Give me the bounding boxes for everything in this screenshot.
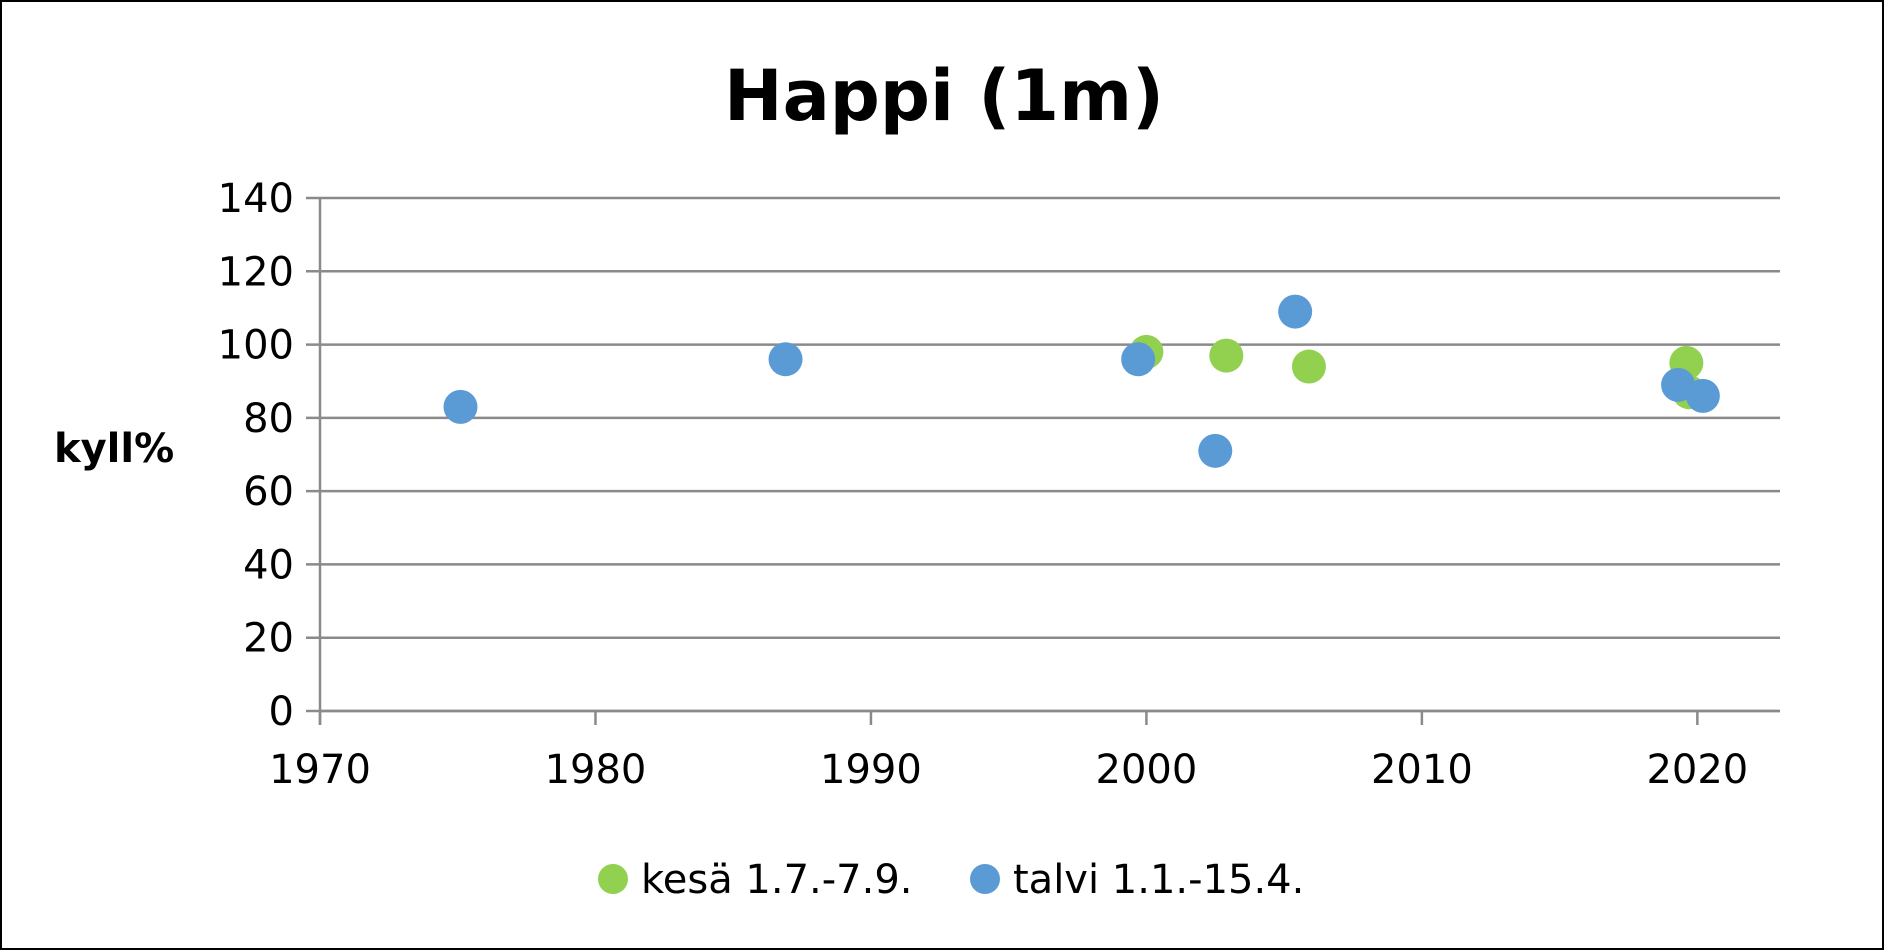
x-tick-label: 1990 — [820, 747, 922, 793]
legend-marker-0 — [598, 864, 628, 894]
legend-label-0: kesä 1.7.-7.9. — [641, 857, 913, 903]
x-tick-label: 1970 — [269, 747, 371, 793]
legend-label-1: talvi 1.1.-15.4. — [1013, 857, 1304, 903]
legend: kesä 1.7.-7.9. talvi 1.1.-15.4. — [598, 857, 1304, 903]
y-tick-label: 20 — [243, 616, 294, 662]
x-tick-label: 2000 — [1096, 747, 1198, 793]
y-tick-label: 40 — [243, 542, 294, 588]
y-tick-label: 60 — [243, 469, 294, 515]
axes — [318, 198, 1780, 725]
data-point-series-0-1 — [1209, 338, 1244, 373]
data-points — [443, 294, 1720, 468]
legend-marker-1 — [970, 864, 1000, 894]
gridlines — [306, 196, 1780, 713]
data-point-series-0-2 — [1291, 349, 1326, 384]
data-point-series-1-2 — [1121, 342, 1156, 377]
data-point-series-1-1 — [768, 342, 803, 377]
x-tick-label: 2020 — [1646, 747, 1748, 793]
y-tick-label: 0 — [269, 689, 294, 735]
y-tick-label: 100 — [218, 323, 294, 369]
data-point-series-1-4 — [1278, 294, 1313, 329]
y-tick-label: 120 — [218, 249, 294, 295]
tick-labels: 0 20 40 60 80 100 120 140 1970 1980 1990 2000 2010 20… — [218, 176, 1749, 793]
data-point-series-1-3 — [1198, 433, 1233, 468]
y-tick-label: 140 — [218, 176, 294, 222]
x-tick-label: 1980 — [545, 747, 647, 793]
data-point-series-1-0 — [443, 389, 478, 424]
data-point-series-1-6 — [1685, 378, 1720, 413]
y-axis-label: kyll% — [54, 426, 174, 472]
y-tick-label: 80 — [243, 396, 294, 442]
chart-title: Happi (1m) — [724, 55, 1164, 137]
x-tick-label: 2010 — [1371, 747, 1473, 793]
